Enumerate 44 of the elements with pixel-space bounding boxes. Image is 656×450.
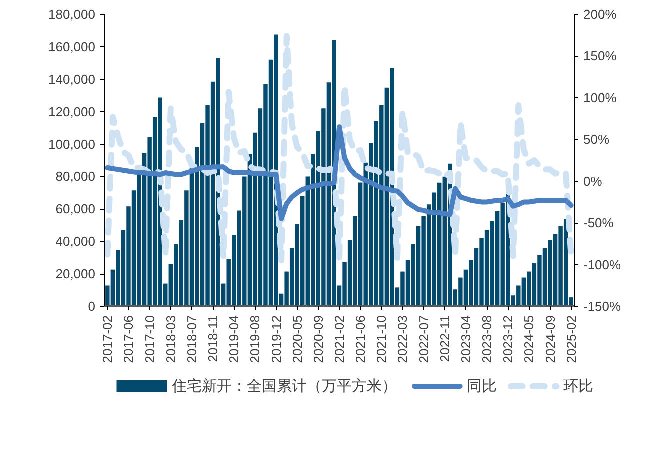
y-tick-label: 20,000 <box>56 266 96 282</box>
x-tick-label: 2021-06 <box>353 315 368 364</box>
y-tick-label: 80,000 <box>56 169 96 184</box>
y-tick-label: 0 <box>88 299 96 314</box>
y-tick-label: 100,000 <box>48 136 96 152</box>
y2-tick-label: 50% <box>584 132 610 148</box>
y-tick-label: 40,000 <box>56 234 96 250</box>
y-tick-label: 60,000 <box>56 202 96 217</box>
y2-tick-label: -50% <box>584 216 614 231</box>
x-tick-label: 2023-04 <box>458 315 474 364</box>
legend-label: 同比 <box>467 378 498 395</box>
x-tick-label: 2018-07 <box>184 315 200 364</box>
x-tick-label: 2019-12 <box>268 315 284 364</box>
x-tick-label: 2022-07 <box>416 315 432 364</box>
x-tick-label: 2019-04 <box>226 315 242 364</box>
x-tick-label: 2023-08 <box>480 315 495 364</box>
y-tick-label: 140,000 <box>48 72 96 87</box>
x-tick-label: 2018-11 <box>206 315 221 362</box>
y-tick-label: 180,000 <box>48 7 96 22</box>
x-tick-label: 2017-02 <box>100 315 116 364</box>
x-tick-label: 2018-03 <box>163 315 178 364</box>
x-tick-label: 2022-03 <box>395 315 410 364</box>
y-tick-label: 120,000 <box>48 104 96 120</box>
y2-tick-label: 100% <box>584 90 618 106</box>
y2-tick-label: 200% <box>584 7 618 22</box>
x-tick-label: 2022-11 <box>437 315 452 362</box>
x-tick-label: 2020-09 <box>310 315 326 364</box>
x-tick-label: 2023-12 <box>500 315 516 364</box>
x-tick-label: 2025-02 <box>564 315 579 364</box>
x-tick-label: 2024-05 <box>522 315 537 364</box>
y2-tick-label: 0% <box>584 174 603 189</box>
x-tick-label: 2017-06 <box>121 315 136 364</box>
legend-label: 住宅新开：全国累计（万平方米） <box>170 378 397 395</box>
y2-tick-label: -100% <box>584 257 622 272</box>
y-tick-label: 160,000 <box>48 39 96 54</box>
x-tick-label: 2020-05 <box>290 315 305 364</box>
legend-label: 环比 <box>564 378 594 395</box>
x-tick-label: 2021-10 <box>374 315 390 364</box>
x-tick-label: 2021-02 <box>332 315 347 364</box>
x-tick-label: 2024-09 <box>542 315 558 364</box>
x-tick-label: 2019-08 <box>248 315 263 364</box>
y2-tick-label: -150% <box>584 299 622 314</box>
x-tick-label: 2017-10 <box>142 315 158 364</box>
y2-tick-label: 150% <box>584 48 618 64</box>
